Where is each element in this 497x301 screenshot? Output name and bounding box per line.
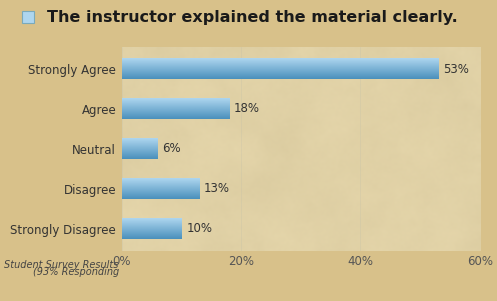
Legend: The instructor explained the material clearly.: The instructor explained the material cl… (22, 11, 458, 25)
Text: 13%: 13% (204, 182, 230, 195)
Text: Student Survey Results: Student Survey Results (4, 260, 119, 270)
Text: 6%: 6% (163, 142, 181, 155)
Text: (93% Responding: (93% Responding (32, 267, 119, 277)
Text: 10%: 10% (186, 222, 212, 235)
Text: 18%: 18% (234, 103, 260, 116)
Text: 53%: 53% (443, 63, 469, 76)
